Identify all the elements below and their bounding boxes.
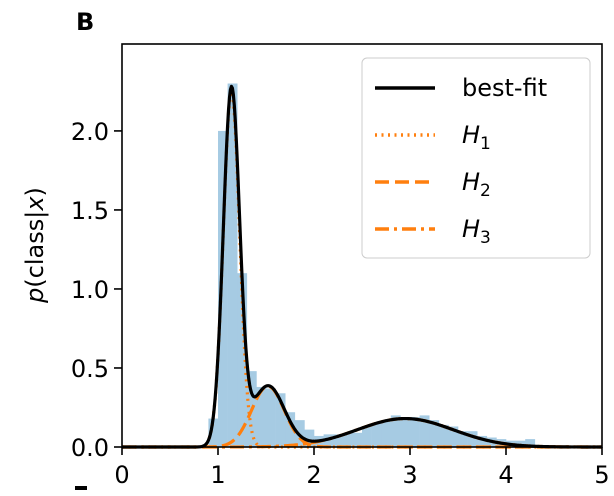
histogram-bar xyxy=(438,424,449,447)
histogram-bar xyxy=(448,426,459,447)
y-tick-label: 1.5 xyxy=(71,197,109,225)
histogram-bar xyxy=(419,415,430,447)
histogram-bar xyxy=(285,412,296,447)
histogram-bar xyxy=(323,434,334,447)
histogram-bar xyxy=(275,393,286,447)
histogram-bar xyxy=(362,426,372,447)
legend-label-best-fit: best-fit xyxy=(462,74,547,102)
histogram-bar xyxy=(208,418,219,447)
y-tick-label: 1.0 xyxy=(71,276,109,304)
legend-label-h2: H2 xyxy=(462,168,491,201)
x-tick-label: 5 xyxy=(594,461,609,489)
y-tick-label: 0.0 xyxy=(71,434,109,462)
y-axis: 0.0 0.5 1.0 1.5 2.0 xyxy=(71,118,122,462)
y-tick-label: 0.5 xyxy=(71,355,109,383)
legend-frame xyxy=(361,57,591,259)
histogram-bar xyxy=(304,429,315,447)
histogram-bar xyxy=(467,431,478,447)
corner-mark xyxy=(75,486,87,490)
histogram-bar xyxy=(342,432,353,447)
histogram-bar xyxy=(429,420,440,447)
y-axis-label: p(class|x) xyxy=(21,187,49,304)
x-tick-label: 0 xyxy=(114,461,129,489)
x-tick-label: 4 xyxy=(498,461,513,489)
x-tick-label: 1 xyxy=(210,461,225,489)
plot-frame xyxy=(121,43,603,448)
histogram-bar xyxy=(477,435,488,447)
histogram-bar xyxy=(458,431,468,447)
histogram-bar xyxy=(410,416,420,447)
histogram-bar xyxy=(266,388,276,447)
legend-label-h3: H3 xyxy=(462,215,491,248)
histogram-bar xyxy=(525,439,536,447)
histogram-bar xyxy=(237,273,248,447)
histogram-bar xyxy=(333,434,344,447)
histogram-bar xyxy=(227,83,238,448)
y-tick-label: 2.0 xyxy=(71,118,109,146)
legend-label-h1: H1 xyxy=(462,121,491,154)
panel-label: B xyxy=(76,8,94,36)
histogram-bar xyxy=(371,423,382,447)
histogram-bar xyxy=(400,420,411,447)
x-tick-label: 3 xyxy=(402,461,417,489)
x-tick-label: 2 xyxy=(306,461,321,489)
x-axis: 0 1 2 3 4 5 xyxy=(114,447,610,489)
histogram-bar xyxy=(256,386,267,447)
histogram-bar xyxy=(390,415,401,447)
legend: best-fit H1 H2 H3 xyxy=(361,57,591,259)
histogram-bar xyxy=(381,420,392,447)
histogram-bar xyxy=(352,432,363,447)
histogram-bar xyxy=(218,130,228,447)
